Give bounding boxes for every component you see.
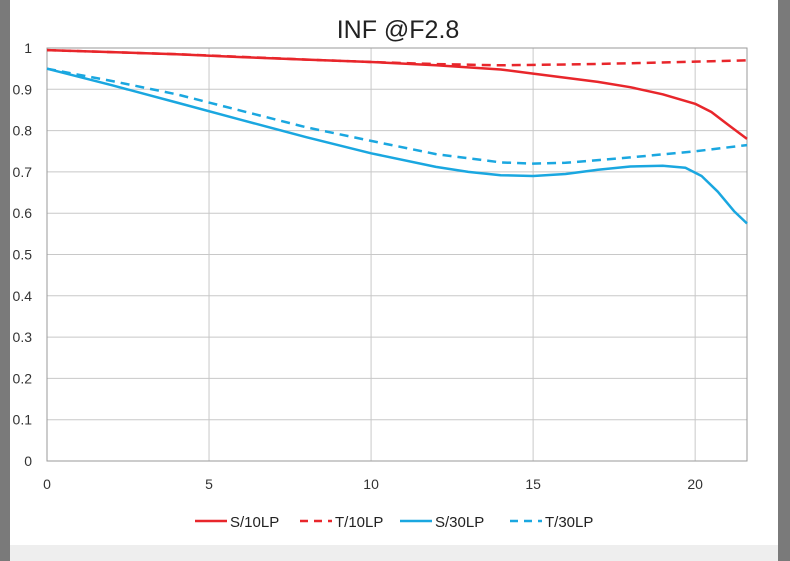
y-tick-label: 0.2	[13, 370, 33, 386]
bottom-strip	[10, 545, 778, 561]
legend-label-s-10lp: S/10LP	[230, 514, 279, 531]
y-tick-label: 0.6	[13, 205, 33, 221]
legend: S/10LP T/10LP S/30LP T/30LP	[195, 514, 593, 531]
x-tick-label: 0	[43, 476, 51, 492]
x-tick-label: 20	[687, 476, 703, 492]
grid	[46, 47, 747, 462]
axes: 00.10.20.30.40.50.60.70.80.910 5 10 15 20	[13, 40, 748, 492]
x-tick-label: 5	[205, 476, 213, 492]
plot-border	[46, 47, 748, 462]
y-tick-label: 1	[24, 40, 32, 56]
legend-label-s-30lp: S/30LP	[435, 514, 484, 531]
y-tick-label: 0.9	[13, 81, 33, 97]
y-tick-label: 0.5	[13, 247, 33, 263]
series-line-s-30lp	[46, 67, 748, 225]
series-line-t-10lp	[46, 48, 748, 67]
y-tick-label: 0.4	[13, 288, 33, 304]
series-group	[46, 48, 748, 225]
chart-title: INF @F2.8	[337, 16, 460, 44]
series-line-t-30lp	[46, 67, 748, 165]
legend-label-t-10lp: T/10LP	[335, 514, 383, 531]
y-tick-label: 0.1	[13, 412, 33, 428]
x-tick-label: 10	[363, 476, 379, 492]
y-tick-label: 0.8	[13, 123, 33, 139]
y-tick-label: 0	[24, 453, 32, 469]
legend-label-t-30lp: T/30LP	[545, 514, 593, 531]
y-tick-label: 0.3	[13, 329, 33, 345]
y-tick-label: 0.7	[13, 164, 33, 180]
x-tick-label: 15	[525, 476, 541, 492]
mtf-chart: INF @F2.8 00.10.20.30.40.50.60.70.80.910…	[13, 16, 748, 531]
